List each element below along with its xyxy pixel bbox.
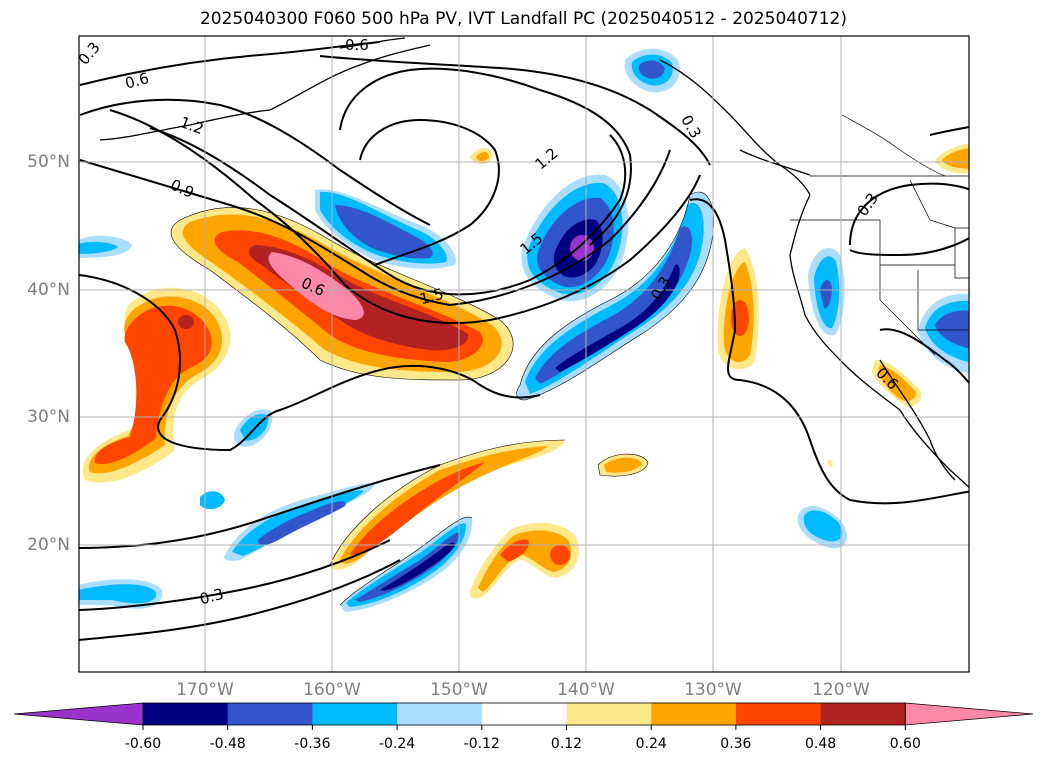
contour-label: 0.3 [198, 585, 226, 609]
colorbar-segment [735, 703, 822, 725]
colorbar-segment [820, 703, 906, 725]
colorbar-tick-label: -0.36 [294, 736, 331, 752]
colorbar-tick-label: -0.12 [463, 736, 500, 752]
colorbar-segment [651, 703, 737, 725]
lat-label: 30°N [27, 407, 70, 427]
colorbar-segment [397, 703, 483, 725]
pv-contours [79, 41, 969, 641]
colorbar-extend-max [904, 702, 1034, 726]
colorbar-tick-label: 0.36 [720, 736, 752, 752]
lon-label: 150°W [430, 680, 488, 700]
map-frame [78, 35, 970, 673]
colorbar-tick-label: -0.48 [209, 736, 246, 752]
lat-label: 50°N [27, 152, 70, 172]
coastlines [99, 37, 969, 489]
colorbar-extend-min [13, 702, 144, 726]
negative-anomaly-shading [79, 48, 969, 612]
colorbar-tick-label: 0.48 [805, 736, 837, 752]
colorbar-tick-label: -0.60 [124, 736, 162, 752]
lon-label: 130°W [684, 680, 742, 700]
colorbar-segment [481, 703, 567, 725]
colorbar-segment [143, 703, 229, 725]
colorbar-segment [227, 703, 313, 725]
lon-label: 160°W [303, 680, 361, 700]
lat-label: 40°N [27, 280, 70, 300]
lon-label: 170°W [176, 680, 234, 700]
contour-label: 1.5 [418, 285, 446, 309]
contour-label: 0.6 [345, 36, 369, 54]
colorbar-segment [312, 703, 398, 725]
colorbar-tick-label: 0.24 [635, 736, 667, 752]
colorbar-tick-label: -0.24 [378, 736, 416, 752]
lat-label: 20°N [27, 535, 70, 555]
colorbar [13, 702, 1034, 730]
contour-label: 0.6 [123, 69, 151, 93]
colorbar-segment [566, 703, 652, 725]
colorbar-frame [142, 702, 906, 726]
lon-label: 140°W [557, 680, 615, 700]
positive-anomaly-shading [82, 143, 969, 599]
colorbar-tick-label: 0.60 [889, 736, 921, 752]
map-figure: 0.3 0.6 1.2 0.9 0.6 1.5 1.2 1.5 0.3 0.3 … [78, 35, 970, 673]
lon-label: 120°W [812, 680, 870, 700]
colorbar-tick-label: 0.12 [550, 736, 583, 752]
map-title: 2025040300 F060 500 hPa PV, IVT Landfall… [199, 9, 847, 29]
gridlines [79, 36, 969, 672]
